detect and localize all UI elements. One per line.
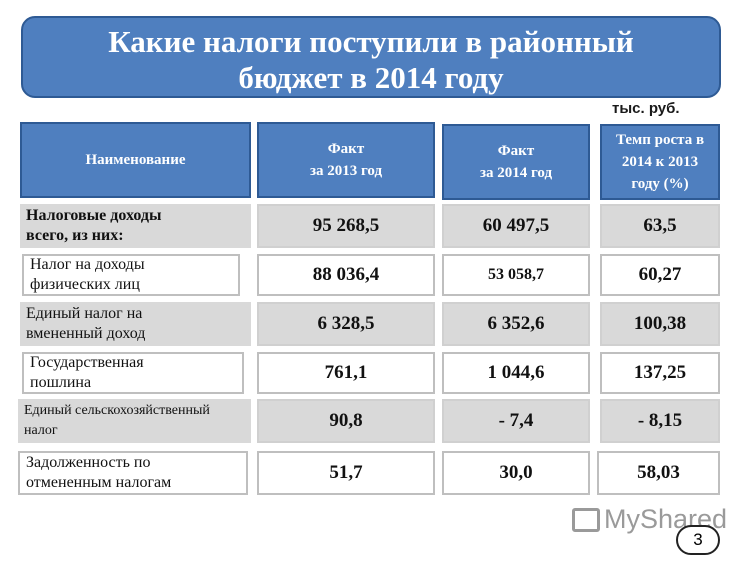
header-name-text: Наименование [85, 152, 186, 168]
row-4-name-line-2: налог [24, 423, 58, 438]
title-line-1: Какие налоги поступили в районный [108, 24, 634, 59]
row-5-name-line-2: отмененным налогам [26, 474, 172, 491]
row-5-growth: 58,03 [597, 451, 720, 495]
row-5-fact-2013: 51,7 [257, 451, 435, 495]
header-growth-line-2: 2014 к 2013 [621, 154, 699, 170]
row-4-name-line-1: Единый сельскохозяйственный [24, 403, 210, 418]
row-4-growth: - 8,15 [600, 399, 720, 443]
row-5-name-line-1: Задолженность по [26, 454, 151, 471]
row-2-fact-2014: 6 352,6 [442, 302, 590, 346]
row-0-growth: 63,5 [600, 204, 720, 248]
presentation-icon [572, 507, 600, 532]
row-2-name: Единый налог на вмененный доход [20, 302, 251, 346]
row-5-fact-2014: 30,0 [442, 451, 590, 495]
row-4-name: Единый сельскохозяйственный налог [18, 399, 251, 443]
header-fact-2014-line-2: за 2014 год [479, 165, 553, 181]
row-1-name: Налог на доходы физических лиц [22, 254, 240, 296]
row-1-fact-2014: 53 058,7 [442, 254, 590, 296]
row-3-fact-2013: 761,1 [257, 352, 435, 394]
row-4-fact-2013: 90,8 [257, 399, 435, 443]
row-4-fact-2014: - 7,4 [442, 399, 590, 443]
header-fact-2014-line-1: Факт [497, 143, 535, 159]
row-0-name-line-2: всего, из них: [26, 227, 124, 244]
header-fact-2013-line-1: Факт [327, 141, 365, 157]
row-0-fact-2014: 60 497,5 [442, 204, 590, 248]
page-number: 3 [676, 525, 720, 555]
row-2-fact-2013: 6 328,5 [257, 302, 435, 346]
row-3-growth: 137,25 [600, 352, 720, 394]
row-0-name: Налоговые доходы всего, из них: [20, 204, 251, 248]
row-5-name: Задолженность по отмененным налогам [18, 451, 248, 495]
header-growth-line-3: году (%) [631, 176, 689, 192]
row-2-growth: 100,38 [600, 302, 720, 346]
slide-title: Какие налоги поступили в районный бюджет… [21, 16, 721, 98]
header-fact-2013-line-2: за 2013 год [309, 163, 383, 179]
row-1-name-line-2: физических лиц [30, 276, 140, 293]
row-0-name-line-1: Налоговые доходы [26, 207, 162, 224]
row-3-fact-2014: 1 044,6 [442, 352, 590, 394]
header-growth-line-1: Темп роста в [615, 132, 705, 148]
row-3-name-line-1: Государственная [30, 354, 144, 371]
header-fact-2013: Факт за 2013 год [257, 122, 435, 198]
row-1-fact-2013: 88 036,4 [257, 254, 435, 296]
title-line-2: бюджет в 2014 году [238, 60, 504, 95]
row-1-growth: 60,27 [600, 254, 720, 296]
unit-label: тыс. руб. [612, 100, 680, 117]
header-fact-2014: Факт за 2014 год [442, 124, 590, 200]
row-2-name-line-1: Единый налог на [26, 305, 143, 322]
header-name: Наименование [20, 122, 251, 198]
row-0-fact-2013: 95 268,5 [257, 204, 435, 248]
row-3-name-line-2: пошлина [30, 374, 92, 391]
header-growth: Темп роста в 2014 к 2013 году (%) [600, 124, 720, 200]
row-3-name: Государственная пошлина [22, 352, 244, 394]
row-2-name-line-2: вмененный доход [26, 325, 146, 342]
row-1-name-line-1: Налог на доходы [30, 256, 145, 273]
